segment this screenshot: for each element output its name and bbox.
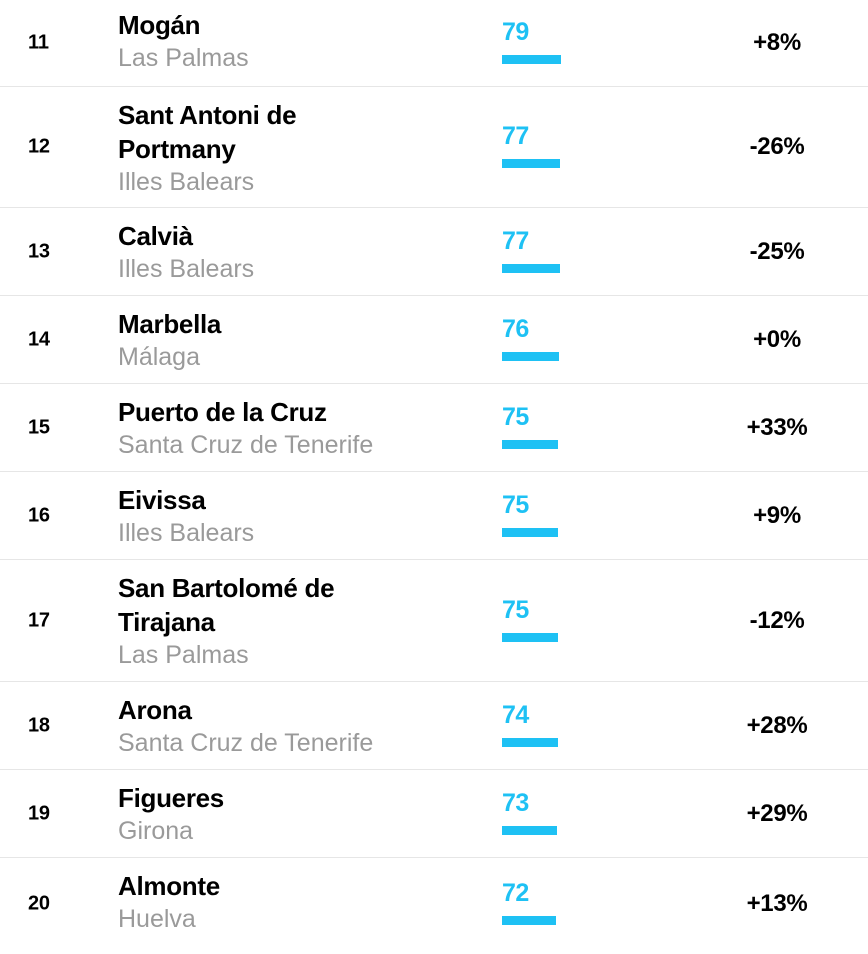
place-cell: Mogán Las Palmas (118, 8, 418, 74)
place-cell: Eivissa Illes Balears (118, 483, 418, 549)
score-bar (502, 916, 556, 925)
score-bar (502, 263, 560, 273)
change-percent: +9% (753, 501, 801, 529)
place-cell: San Bartolomé de Tirajana Las Palmas (118, 571, 418, 671)
table-row: 13 Calvià Illes Balears 77 -25% (0, 208, 868, 296)
table-row: 15 Puerto de la Cruz Santa Cruz de Tener… (0, 384, 868, 472)
table-row: 18 Arona Santa Cruz de Tenerife 74 +28% (0, 682, 868, 770)
change-percent: +33% (746, 413, 808, 441)
place-cell: Arona Santa Cruz de Tenerife (118, 693, 418, 759)
score-cell: 75 (502, 402, 559, 453)
rank-number: 20 (28, 892, 50, 915)
municipality-name: Figueres (118, 783, 224, 813)
place-cell: Figueres Girona (118, 781, 418, 847)
municipality-name: Mogán (118, 10, 201, 40)
municipality-name: Marbella (118, 309, 222, 339)
province-name: Santa Cruz de Tenerife (118, 431, 374, 459)
municipality-name: Sant Antoni de Portmany (118, 100, 297, 164)
change-percent: +8% (753, 29, 801, 56)
place-cell: Sant Antoni de Portmany Illes Balears (118, 98, 418, 198)
score-value: 76 (502, 314, 529, 343)
rank-number: 16 (28, 504, 50, 526)
place-cell: Almonte Huelva (118, 869, 418, 935)
place-cell: Marbella Málaga (118, 307, 418, 373)
province-name: Las Palmas (118, 641, 249, 669)
rank-number: 11 (28, 31, 49, 54)
province-name: Girona (118, 817, 194, 845)
municipality-name: Almonte (118, 871, 220, 901)
change-percent: +0% (753, 325, 801, 353)
score-cell: 75 (502, 490, 559, 541)
rank-number: 12 (28, 135, 50, 158)
score-value: 72 (502, 879, 529, 907)
score-cell: 76 (502, 315, 559, 365)
municipality-name: Arona (118, 695, 192, 725)
place-cell: Puerto de la Cruz Santa Cruz de Tenerife (118, 395, 418, 461)
table-row: 19 Figueres Girona 73 +29% (0, 770, 868, 858)
score-bar (502, 737, 558, 747)
rank-number: 18 (28, 714, 50, 736)
score-value: 73 (502, 788, 529, 817)
rank-number: 17 (28, 609, 50, 631)
table-row: 20 Almonte Huelva 72 +13% (0, 858, 868, 954)
province-name: Illes Balears (118, 519, 255, 547)
change-percent: -12% (749, 606, 805, 634)
municipality-name: Calvià (118, 221, 193, 251)
rank-number: 14 (28, 328, 50, 350)
municipality-name: San Bartolomé de Tirajana (118, 573, 335, 637)
change-percent: +29% (746, 799, 808, 827)
score-cell: 73 (502, 789, 557, 839)
table-row: 16 Eivissa Illes Balears 75 +9% (0, 472, 868, 560)
score-value: 77 (502, 122, 529, 150)
score-bar (502, 527, 559, 537)
score-value: 75 (502, 402, 529, 431)
score-bar (502, 351, 559, 361)
score-value: 77 (502, 226, 529, 255)
change-percent: +28% (746, 711, 808, 739)
municipality-name: Eivissa (118, 485, 206, 515)
score-cell: 79 (502, 18, 562, 68)
change-percent: -26% (749, 133, 805, 160)
score-value: 79 (502, 18, 529, 46)
score-bar (502, 55, 562, 64)
province-name: Illes Balears (118, 255, 255, 283)
province-name: Málaga (118, 343, 200, 371)
score-cell: 77 (502, 122, 560, 172)
rank-number: 13 (28, 240, 50, 262)
score-value: 75 (502, 490, 529, 519)
score-bar (502, 825, 557, 835)
change-percent: +13% (746, 890, 808, 917)
rank-number: 15 (28, 416, 50, 438)
score-cell: 74 (502, 701, 558, 751)
table-row: 11 Mogán Las Palmas 79 +8% (0, 0, 868, 87)
score-value: 74 (502, 700, 529, 729)
province-name: Illes Balears (118, 168, 255, 196)
table-row: 12 Sant Antoni de Portmany Illes Balears… (0, 87, 868, 208)
score-cell: 72 (502, 879, 556, 929)
score-bar (502, 632, 559, 642)
score-cell: 77 (502, 227, 560, 277)
score-bar (502, 439, 559, 449)
municipality-name: Puerto de la Cruz (118, 397, 327, 427)
province-name: Huelva (118, 905, 196, 933)
change-percent: -25% (749, 237, 805, 265)
province-name: Las Palmas (118, 44, 249, 72)
score-bar (502, 159, 560, 168)
score-value: 75 (502, 595, 529, 624)
score-cell: 75 (502, 595, 559, 646)
rank-number: 19 (28, 802, 50, 824)
table-row: 17 San Bartolomé de Tirajana Las Palmas … (0, 560, 868, 682)
table-row: 14 Marbella Málaga 76 +0% (0, 296, 868, 384)
place-cell: Calvià Illes Balears (118, 219, 418, 285)
province-name: Santa Cruz de Tenerife (118, 729, 374, 757)
